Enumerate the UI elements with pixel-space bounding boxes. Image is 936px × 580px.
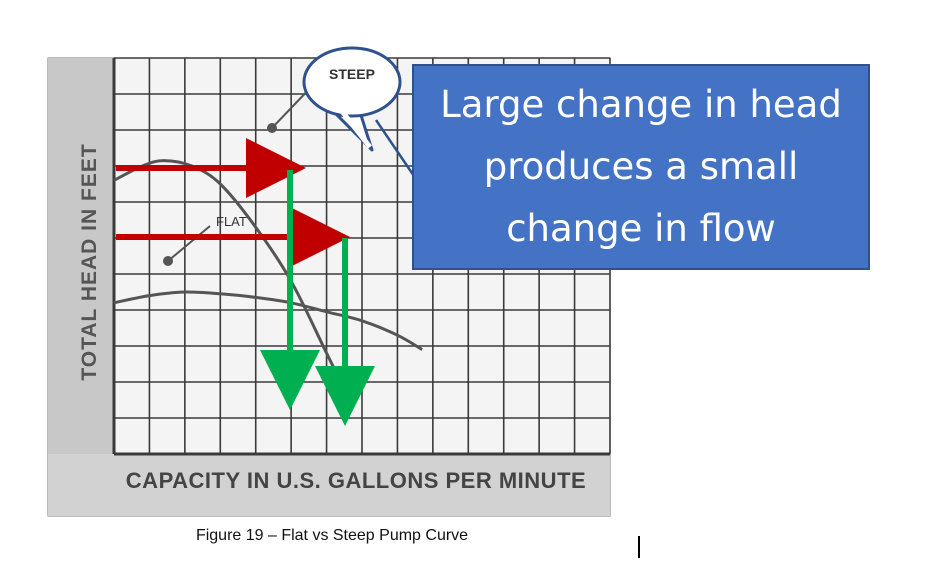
y-axis-label: TOTAL HEAD IN FEET [78, 143, 101, 380]
x-axis-band [48, 454, 610, 516]
text-cursor [638, 536, 640, 558]
steep-series-label: STEEP [329, 66, 375, 82]
x-axis-label: CAPACITY IN U.S. GALLONS PER MINUTE [126, 468, 586, 493]
y-axis-band [48, 58, 114, 454]
flat-label-leader [167, 225, 211, 262]
flat-curve [113, 290, 423, 351]
steep-callout-bubble: STEEP [302, 46, 402, 152]
callout-text: Large change in head produces a small ch… [440, 83, 842, 250]
figure-caption: Figure 19 – Flat vs Steep Pump Curve [195, 527, 469, 544]
steep-curve [113, 159, 350, 398]
callout-box: Large change in head produces a small ch… [412, 64, 870, 270]
callout-pointer [374, 119, 416, 177]
flat-series-label: FLAT [216, 214, 247, 229]
